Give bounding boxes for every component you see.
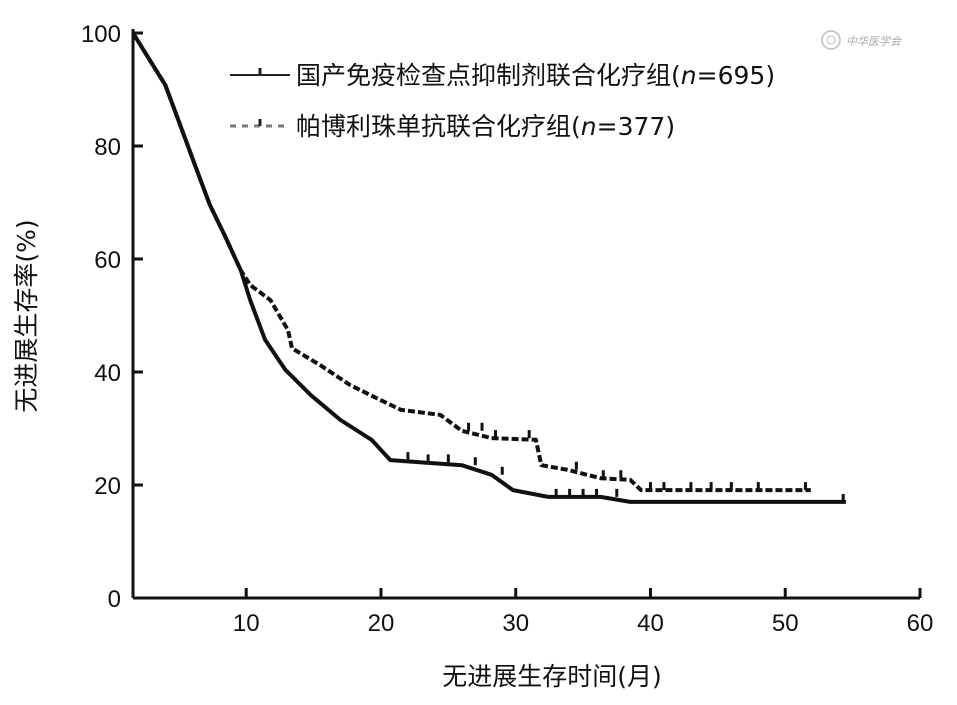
- y-axis-label: 无进展生存率(%): [12, 219, 41, 412]
- x-tick-label: 40: [637, 610, 664, 637]
- curve-series-0: [131, 31, 846, 504]
- y-tick-label: 100: [81, 21, 121, 48]
- legend: 国产免疫检查点抑制剂联合化疗组(n=695) 帕博利珠单抗联合化疗组(n=377…: [230, 61, 775, 141]
- x-axis-label: 无进展生存时间(月): [442, 662, 662, 691]
- watermark-text: 中华医学会: [846, 35, 902, 48]
- y-tick-label: 20: [94, 473, 121, 500]
- curves: [131, 31, 846, 504]
- axes: 10 20 30 40 50 60 0 20 40 60 80 100: [81, 21, 933, 637]
- x-tick-label: 30: [502, 610, 529, 637]
- legend-label-1: 帕博利珠单抗联合化疗组(n=377): [296, 112, 675, 141]
- watermark-logo: 中华医学会: [821, 30, 902, 50]
- y-tick-label: 60: [94, 247, 121, 274]
- curve-series-1: [131, 31, 811, 493]
- y-tick-label: 40: [94, 360, 121, 387]
- x-tick-label: 60: [907, 610, 934, 637]
- y-tick-label: 0: [108, 586, 121, 613]
- x-tick-label: 10: [233, 610, 260, 637]
- legend-label-0: 国产免疫检查点抑制剂联合化疗组(n=695): [296, 61, 775, 90]
- y-tick-label: 80: [94, 134, 121, 161]
- x-tick-label: 50: [772, 610, 799, 637]
- x-tick-label: 20: [368, 610, 395, 637]
